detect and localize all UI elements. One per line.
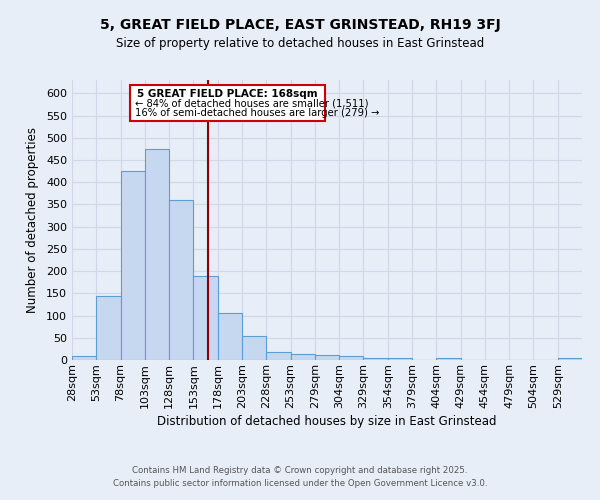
Text: Size of property relative to detached houses in East Grinstead: Size of property relative to detached ho… <box>116 38 484 51</box>
Text: ← 84% of detached houses are smaller (1,511): ← 84% of detached houses are smaller (1,… <box>135 98 368 108</box>
Bar <box>339 356 364 360</box>
Bar <box>290 354 315 360</box>
Bar <box>193 276 218 360</box>
Bar <box>436 358 461 360</box>
Bar <box>266 352 290 360</box>
Bar <box>388 358 412 360</box>
Bar <box>242 336 266 360</box>
Bar <box>96 296 121 360</box>
Y-axis label: Number of detached properties: Number of detached properties <box>26 127 39 313</box>
Text: Contains HM Land Registry data © Crown copyright and database right 2025.
Contai: Contains HM Land Registry data © Crown c… <box>113 466 487 487</box>
X-axis label: Distribution of detached houses by size in East Grinstead: Distribution of detached houses by size … <box>157 415 497 428</box>
Bar <box>315 355 339 360</box>
Bar <box>558 358 582 360</box>
Bar <box>169 200 193 360</box>
Bar <box>364 358 388 360</box>
Text: 5, GREAT FIELD PLACE, EAST GRINSTEAD, RH19 3FJ: 5, GREAT FIELD PLACE, EAST GRINSTEAD, RH… <box>100 18 500 32</box>
Bar <box>145 149 169 360</box>
Text: 5 GREAT FIELD PLACE: 168sqm: 5 GREAT FIELD PLACE: 168sqm <box>137 89 318 99</box>
Bar <box>72 356 96 360</box>
Text: 16% of semi-detached houses are larger (279) →: 16% of semi-detached houses are larger (… <box>135 108 380 118</box>
Bar <box>121 171 145 360</box>
FancyBboxPatch shape <box>130 86 325 121</box>
Bar <box>218 314 242 360</box>
